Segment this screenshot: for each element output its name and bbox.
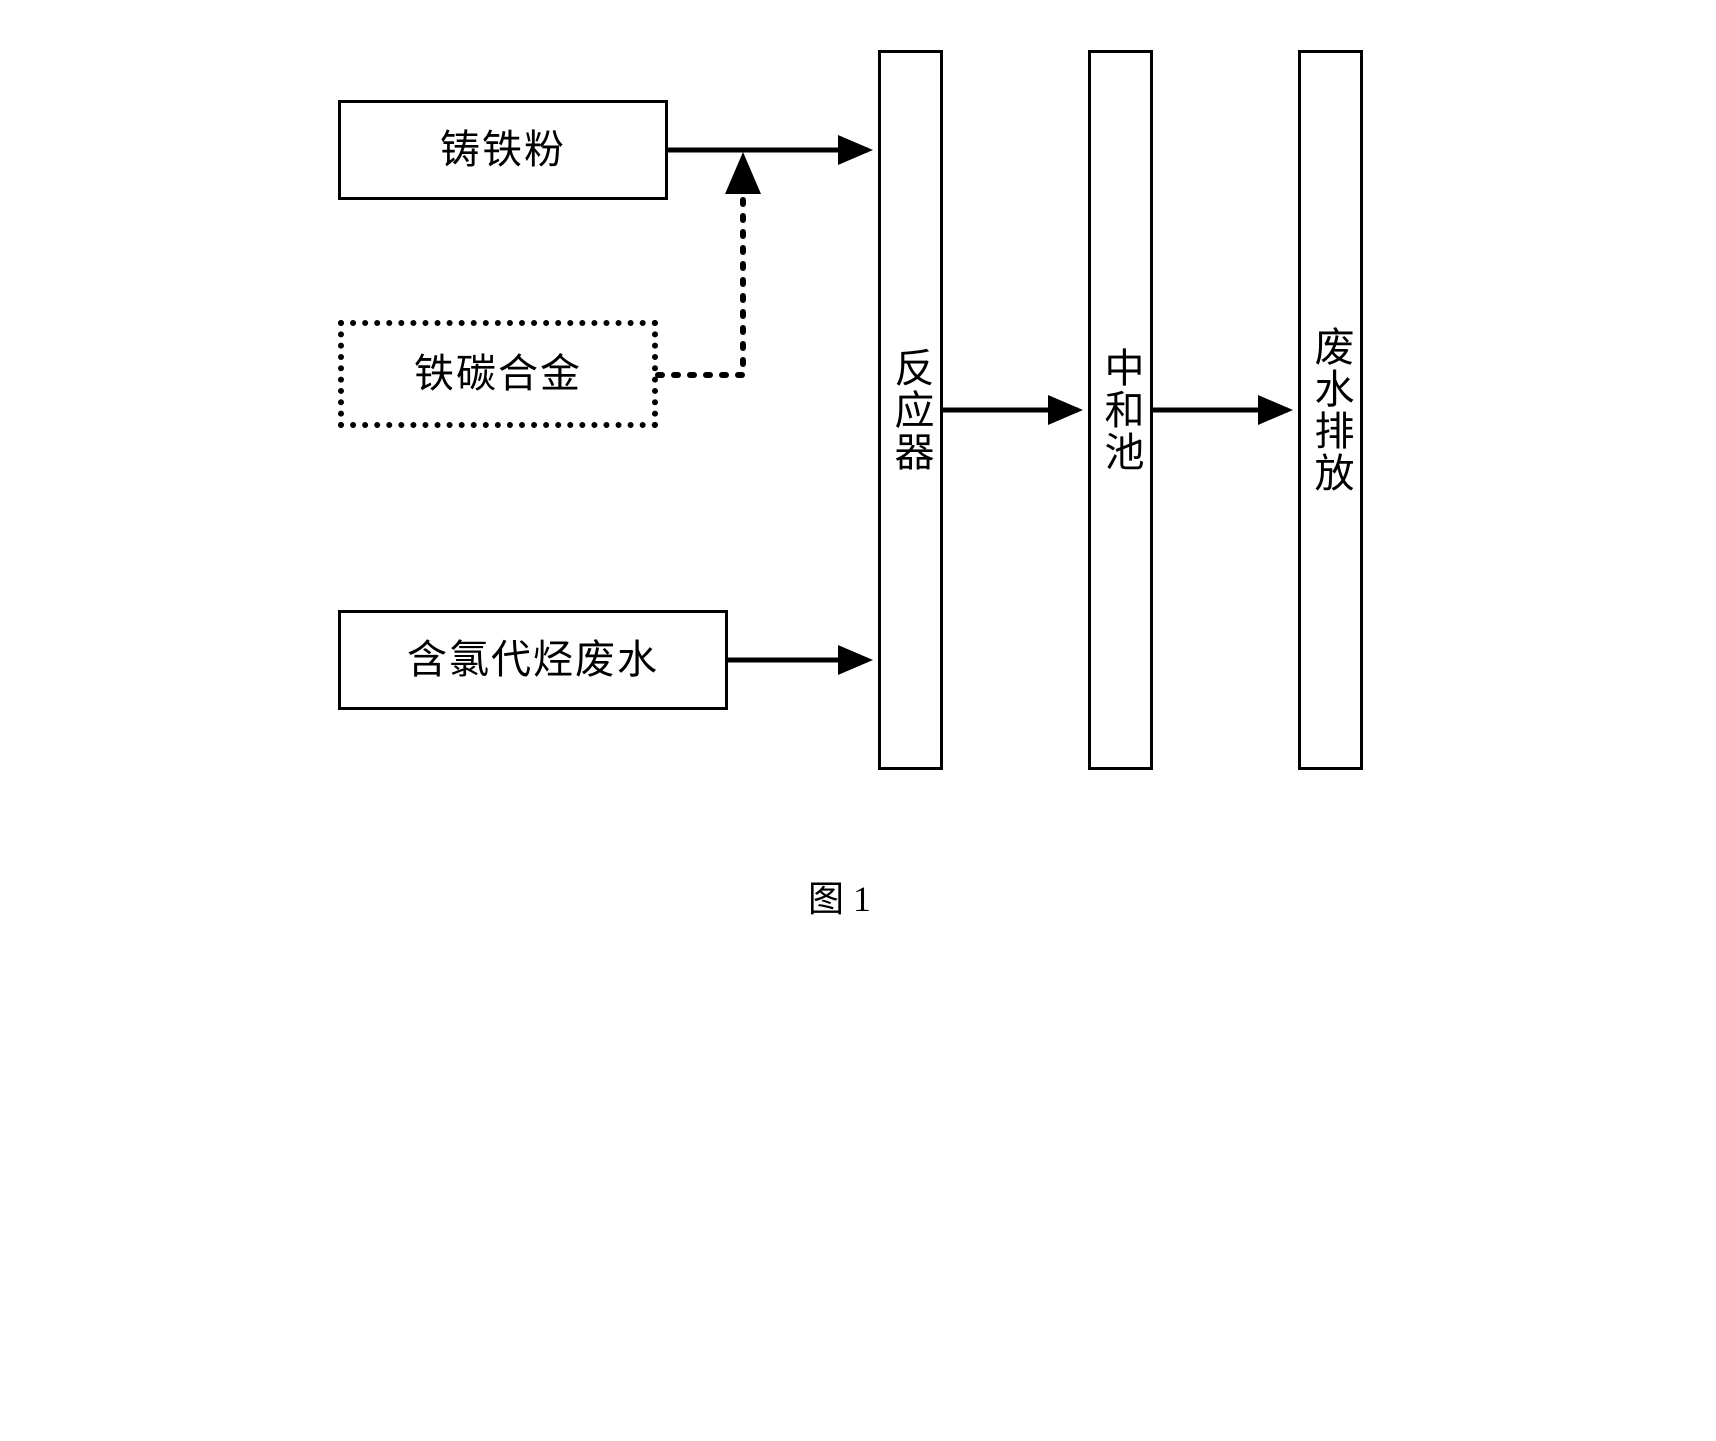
label-neutralization: 中和池 bbox=[1097, 347, 1145, 473]
box-reactor: 反应器 bbox=[878, 50, 943, 770]
label-wastewater: 含氯代烃废水 bbox=[407, 636, 659, 684]
box-neutralization: 中和池 bbox=[1088, 50, 1153, 770]
label-discharge: 废水排放 bbox=[1307, 326, 1355, 494]
flowchart-diagram: 铸铁粉 铁碳合金 含氯代烃废水 反应器 中和池 废水排放 图 1 bbox=[308, 40, 1408, 940]
label-reactor: 反应器 bbox=[887, 347, 935, 473]
box-iron-carbon-alloy: 铁碳合金 bbox=[338, 320, 658, 428]
box-wastewater: 含氯代烃废水 bbox=[338, 610, 728, 710]
box-cast-iron-powder: 铸铁粉 bbox=[338, 100, 668, 200]
arrow-alloy-to-cast-iron-line bbox=[658, 158, 743, 375]
label-alloy: 铁碳合金 bbox=[414, 350, 582, 398]
figure-caption: 图 1 bbox=[808, 870, 871, 922]
caption-text: 图 1 bbox=[808, 879, 871, 919]
label-cast-iron: 铸铁粉 bbox=[440, 126, 566, 174]
box-discharge: 废水排放 bbox=[1298, 50, 1363, 770]
